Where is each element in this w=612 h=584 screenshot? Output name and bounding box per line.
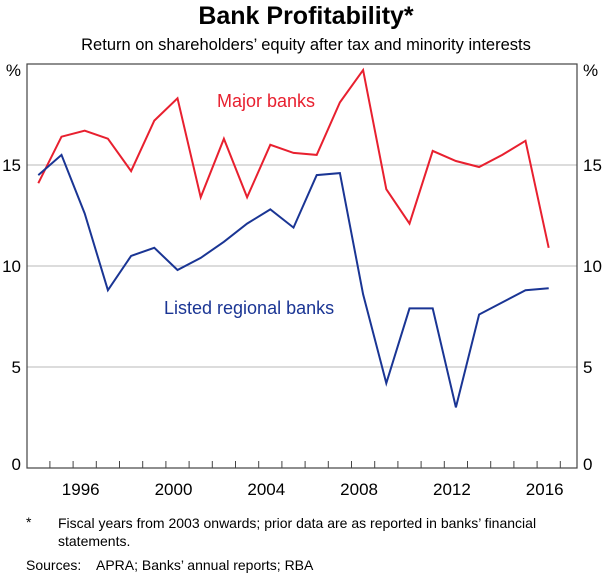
y-tick-label-left: 15 xyxy=(2,156,21,175)
sources-text: APRA; Banks’ annual reports; RBA xyxy=(96,557,314,573)
series-label-major-banks: Major banks xyxy=(217,91,315,111)
plot-frame xyxy=(26,63,578,469)
series-label-regional-banks: Listed regional banks xyxy=(164,298,334,318)
series-line-regional-banks xyxy=(37,153,549,408)
chart-subtitle: Return on shareholders’ equity after tax… xyxy=(81,36,531,54)
x-tick-label: 2016 xyxy=(526,480,564,499)
x-tick-label: 2012 xyxy=(433,480,471,499)
x-tick-label: 2004 xyxy=(247,480,285,499)
y-tick-label-right: 15 xyxy=(583,156,602,175)
y-tick-label-left: 5 xyxy=(12,358,21,377)
sources-label: Sources: xyxy=(26,557,82,573)
y-tick-label-right: 5 xyxy=(583,358,592,377)
y-tick-label-left: 10 xyxy=(2,257,21,276)
y-unit-right: % xyxy=(583,61,598,80)
y-tick-label-left: 0 xyxy=(12,455,21,474)
footnote-marker: * xyxy=(26,514,32,530)
x-tick-label: 2008 xyxy=(340,480,378,499)
x-tick-label: 2000 xyxy=(155,480,193,499)
chart-title: Bank Profitability* xyxy=(198,2,414,30)
y-tick-label-right: 0 xyxy=(583,455,592,474)
x-tick-label: 1996 xyxy=(62,480,100,499)
y-tick-label-right: 10 xyxy=(583,257,602,276)
footnote-text: Fiscal years from 2003 onwards; prior da… xyxy=(58,515,537,549)
y-unit-left: % xyxy=(6,61,21,80)
